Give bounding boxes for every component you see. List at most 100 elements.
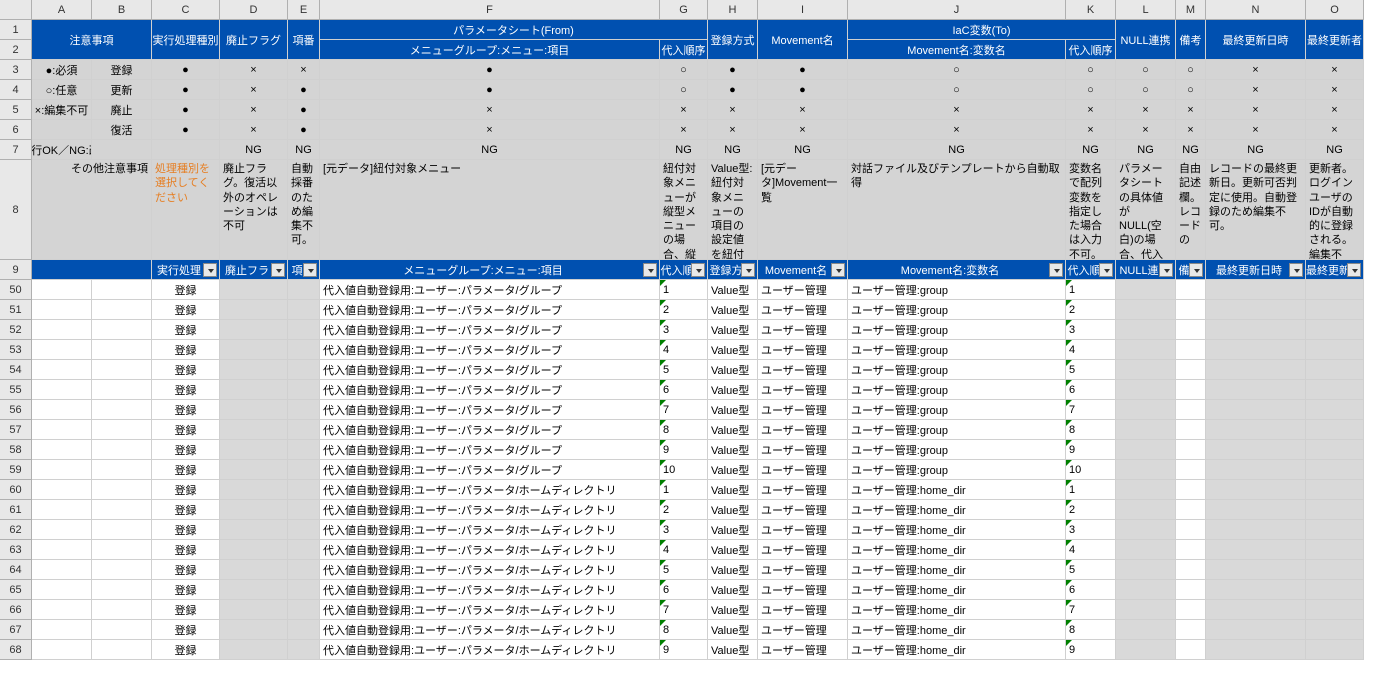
cell[interactable]: 2 <box>1066 500 1116 520</box>
cell[interactable] <box>220 380 288 400</box>
cell[interactable]: Value型 <box>708 400 758 420</box>
cell[interactable] <box>32 320 92 340</box>
cell[interactable] <box>32 640 92 660</box>
cell[interactable]: ユーザー管理:home_dir <box>848 540 1066 560</box>
cell[interactable]: × <box>848 120 1066 140</box>
cell[interactable]: 登録 <box>152 320 220 340</box>
cell[interactable]: ○ <box>1176 80 1206 100</box>
cell[interactable]: 8 <box>1066 420 1116 440</box>
cell[interactable]: NG <box>1116 140 1176 160</box>
cell[interactable]: × <box>1176 120 1206 140</box>
cell[interactable] <box>1206 620 1306 640</box>
row-header[interactable]: 7 <box>0 140 32 160</box>
cell[interactable] <box>220 540 288 560</box>
cell[interactable]: NG <box>848 140 1066 160</box>
cell[interactable]: IaC変数(To) <box>848 20 1116 40</box>
cell[interactable] <box>1176 360 1206 380</box>
cell[interactable]: Value型 <box>708 420 758 440</box>
cell[interactable]: ○ <box>660 60 708 80</box>
cell[interactable]: ● <box>320 80 660 100</box>
column-header[interactable]: G <box>660 0 708 20</box>
cell[interactable]: 登録 <box>152 380 220 400</box>
cell[interactable] <box>1116 420 1176 440</box>
row-header[interactable]: 52 <box>0 320 32 340</box>
cell[interactable]: 更新者。ログインユーザのIDが自動的に登録される。編集不可。 <box>1306 160 1364 260</box>
cell[interactable]: 代入値自動登録用:ユーザー:パラメータ/グループ <box>320 380 660 400</box>
cell[interactable] <box>1206 380 1306 400</box>
cell[interactable]: 5 <box>1066 360 1116 380</box>
cell[interactable]: 更新 <box>92 80 152 100</box>
cell[interactable] <box>92 480 152 500</box>
cell[interactable] <box>288 380 320 400</box>
cell[interactable]: 最終更新日時 <box>1206 20 1306 60</box>
cell[interactable]: ユーザー管理:group <box>848 340 1066 360</box>
row-header[interactable]: 64 <box>0 560 32 580</box>
cell[interactable]: × <box>1176 100 1206 120</box>
cell[interactable] <box>1206 520 1306 540</box>
cell[interactable] <box>1116 320 1176 340</box>
cell[interactable] <box>1306 560 1364 580</box>
row-header[interactable]: 55 <box>0 380 32 400</box>
cell[interactable]: × <box>1306 100 1364 120</box>
cell[interactable] <box>288 600 320 620</box>
cell[interactable]: × <box>1066 120 1116 140</box>
cell[interactable]: 注意事項 <box>32 20 152 60</box>
spreadsheet-grid[interactable]: ABCDEFGHIJKLMNO1234567895051525354555657… <box>0 0 1388 660</box>
cell[interactable]: 3 <box>660 320 708 340</box>
cell[interactable] <box>1176 380 1206 400</box>
cell[interactable]: ●:必須 <box>32 60 92 80</box>
cell[interactable] <box>1306 480 1364 500</box>
row-header[interactable]: 1 <box>0 20 32 40</box>
row-header[interactable]: 3 <box>0 60 32 80</box>
filter-header[interactable]: 実行処理 <box>152 260 220 280</box>
cell[interactable] <box>32 260 152 280</box>
cell[interactable]: 登録 <box>152 640 220 660</box>
cell[interactable]: ○ <box>848 60 1066 80</box>
row-header[interactable]: 67 <box>0 620 32 640</box>
cell[interactable]: ユーザー管理 <box>758 400 848 420</box>
cell[interactable]: × <box>758 100 848 120</box>
cell[interactable]: 代入値自動登録用:ユーザー:パラメータ/グループ <box>320 420 660 440</box>
cell[interactable] <box>1306 600 1364 620</box>
row-header[interactable]: 66 <box>0 600 32 620</box>
cell[interactable]: × <box>288 60 320 80</box>
cell[interactable]: × <box>320 100 660 120</box>
cell[interactable] <box>32 300 92 320</box>
cell[interactable]: 廃止 <box>92 100 152 120</box>
cell[interactable]: 7 <box>660 400 708 420</box>
cell[interactable]: 4 <box>1066 540 1116 560</box>
cell[interactable]: 5 <box>660 560 708 580</box>
cell[interactable] <box>288 300 320 320</box>
cell[interactable] <box>220 280 288 300</box>
row-header[interactable]: 58 <box>0 440 32 460</box>
cell[interactable]: × <box>1206 100 1306 120</box>
cell[interactable]: NG <box>220 140 288 160</box>
cell[interactable]: 6 <box>660 380 708 400</box>
cell[interactable] <box>1116 400 1176 420</box>
cell[interactable] <box>1176 300 1206 320</box>
cell[interactable]: 変数名で配列変数を指定した場合は入力不可。 <box>1066 160 1116 260</box>
row-header[interactable]: 51 <box>0 300 32 320</box>
cell[interactable] <box>1306 380 1364 400</box>
cell[interactable] <box>1306 580 1364 600</box>
cell[interactable]: ○ <box>1176 60 1206 80</box>
cell[interactable]: 処理種別を選択してください <box>152 160 220 260</box>
cell[interactable] <box>1176 580 1206 600</box>
filter-header[interactable]: Movement名:変数名 <box>848 260 1066 280</box>
cell[interactable]: 代入値自動登録用:ユーザー:パラメータ/ホームディレクトリ <box>320 640 660 660</box>
cell[interactable]: 項番 <box>288 20 320 60</box>
cell[interactable]: × <box>660 100 708 120</box>
cell[interactable]: Value型:紐付対象メニューの項目の設定値を紐付けた <box>708 160 758 260</box>
cell[interactable] <box>92 380 152 400</box>
cell[interactable]: ユーザー管理:group <box>848 360 1066 380</box>
cell[interactable]: Value型 <box>708 300 758 320</box>
cell[interactable] <box>32 520 92 540</box>
cell[interactable]: 7 <box>1066 600 1116 620</box>
filter-header[interactable]: 登録方 <box>708 260 758 280</box>
cell[interactable]: 8 <box>660 420 708 440</box>
cell[interactable]: Value型 <box>708 320 758 340</box>
filter-header[interactable]: 代入順 <box>660 260 708 280</box>
cell[interactable]: × <box>1206 80 1306 100</box>
cell[interactable]: ○ <box>1066 80 1116 100</box>
cell[interactable]: NG <box>758 140 848 160</box>
